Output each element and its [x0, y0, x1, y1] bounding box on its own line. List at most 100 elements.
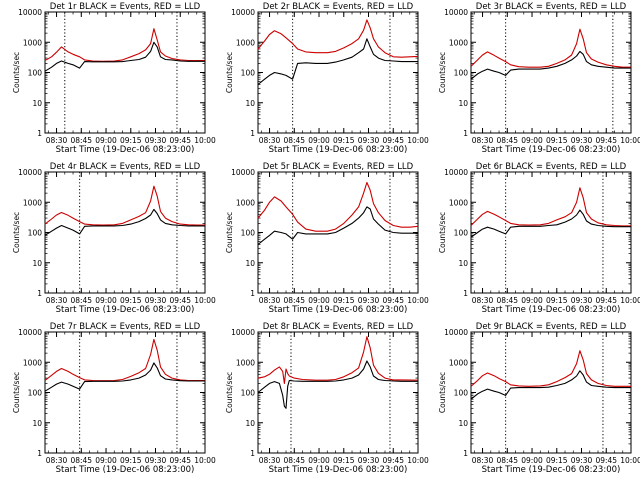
x-tick-label: 10:00 [407, 296, 429, 305]
x-axis-label: Start Time (19-Dec-06 08:23:00) [269, 305, 408, 315]
y-axis-label: Counts/sec [12, 212, 21, 253]
y-tick-label: 10000 [231, 328, 255, 337]
y-tick-label: 1 [463, 449, 468, 458]
x-tick-label: 09:00 [95, 296, 117, 305]
x-tick-label: 10:00 [407, 136, 429, 145]
x-tick-label: 10:00 [620, 136, 640, 145]
x-tick-label: 09:00 [521, 296, 543, 305]
x-axis-label: Start Time (19-Dec-06 08:23:00) [269, 145, 408, 155]
y-tick-label: 10000 [18, 8, 42, 17]
x-tick-label: 08:30 [259, 296, 281, 305]
y-tick-label: 1000 [449, 38, 468, 47]
panel-det-4: Det 4r BLACK = Events, RED = LLD 1 10 100 10… [12, 162, 216, 315]
y-tick-label: 10 [32, 99, 42, 108]
x-tick-label: 10:00 [194, 456, 216, 465]
x-tick-label: 09:30 [145, 456, 167, 465]
y-axis-label: Counts/sec [12, 52, 21, 93]
y-tick-label: 1 [463, 289, 468, 298]
x-axis-label: Start Time (19-Dec-06 08:23:00) [56, 145, 195, 155]
x-tick-label: 08:45 [496, 456, 518, 465]
series-events-line [470, 370, 631, 400]
x-tick-label: 09:15 [546, 456, 568, 465]
x-tick-label: 09:00 [521, 136, 543, 145]
series-events-line [257, 38, 418, 85]
panel-title: Det 4r BLACK = Events, RED = LLD [50, 162, 201, 172]
panel-title: Det 6r BLACK = Events, RED = LLD [476, 162, 627, 172]
y-tick-label: 100 [241, 229, 256, 238]
y-tick-label: 10 [458, 419, 468, 428]
x-tick-label: 10:00 [620, 296, 640, 305]
x-axis-label: Start Time (19-Dec-06 08:23:00) [56, 465, 195, 475]
x-tick-label: 08:30 [46, 136, 68, 145]
x-axis-label: Start Time (19-Dec-06 08:23:00) [56, 305, 195, 315]
x-tick-label: 09:30 [571, 136, 593, 145]
x-tick-label: 09:45 [169, 456, 191, 465]
series-lld-line [470, 28, 631, 68]
x-tick-label: 09:15 [120, 296, 142, 305]
y-tick-label: 100 [28, 229, 43, 238]
y-tick-label: 10000 [18, 328, 42, 337]
series-events-line [470, 209, 631, 238]
panel-det-3: Det 3r BLACK = Events, RED = LLD 1 10 100 10… [438, 2, 640, 155]
y-tick-label: 1000 [449, 198, 468, 207]
x-tick-label: 10:00 [407, 456, 429, 465]
x-tick-label: 08:30 [259, 456, 281, 465]
x-axis-label: Start Time (19-Dec-06 08:23:00) [482, 305, 621, 315]
y-tick-label: 10000 [444, 168, 468, 177]
plot-frame [44, 331, 206, 454]
x-tick-label: 09:45 [382, 296, 404, 305]
y-tick-label: 1 [250, 289, 255, 298]
x-tick-label: 09:30 [358, 136, 380, 145]
x-tick-label: 08:45 [283, 296, 305, 305]
panel-title: Det 9r BLACK = Events, RED = LLD [476, 322, 627, 332]
y-tick-label: 100 [454, 229, 469, 238]
panel-title: Det 5r BLACK = Events, RED = LLD [263, 162, 414, 172]
x-tick-label: 09:15 [333, 296, 355, 305]
x-tick-label: 09:15 [546, 296, 568, 305]
panel-det-8: Det 8r BLACK = Events, RED = LLD 1 10 100 10… [225, 322, 429, 475]
y-tick-label: 1 [37, 449, 42, 458]
panel-title: Det 2r BLACK = Events, RED = LLD [263, 2, 414, 12]
y-tick-label: 1000 [236, 358, 255, 367]
series-lld-line [257, 19, 419, 58]
x-tick-label: 09:30 [571, 296, 593, 305]
panel-title: Det 3r BLACK = Events, RED = LLD [476, 2, 627, 12]
panel-det-1: Det 1r BLACK = Events, RED = LLD 1 10 100 10… [12, 2, 216, 155]
y-axis-label: Counts/sec [438, 212, 447, 253]
x-tick-label: 08:30 [46, 456, 68, 465]
y-tick-label: 10 [32, 419, 42, 428]
x-tick-label: 08:45 [70, 456, 92, 465]
y-tick-label: 10 [245, 419, 255, 428]
x-tick-label: 09:00 [95, 456, 117, 465]
x-tick-label: 09:15 [333, 456, 355, 465]
x-tick-label: 09:15 [546, 136, 568, 145]
plot-frame [257, 11, 419, 134]
series-events-line [257, 206, 418, 245]
series-events-line [470, 50, 631, 80]
y-tick-label: 10 [458, 99, 468, 108]
x-tick-label: 08:30 [472, 136, 494, 145]
x-tick-label: 09:00 [308, 296, 330, 305]
x-tick-label: 08:45 [283, 456, 305, 465]
x-tick-label: 09:30 [145, 136, 167, 145]
y-tick-label: 1000 [23, 358, 42, 367]
x-tick-label: 09:15 [333, 136, 355, 145]
panel-det-5: Det 5r BLACK = Events, RED = LLD 1 10 100 10… [225, 162, 429, 315]
y-tick-label: 10000 [444, 8, 468, 17]
y-tick-label: 1 [250, 449, 255, 458]
series-events-line [257, 360, 418, 409]
x-tick-label: 09:45 [382, 136, 404, 145]
y-axis-label: Counts/sec [225, 212, 234, 253]
x-axis-label: Start Time (19-Dec-06 08:23:00) [482, 465, 621, 475]
x-tick-label: 08:45 [70, 136, 92, 145]
x-tick-label: 09:30 [571, 456, 593, 465]
x-tick-label: 10:00 [194, 136, 216, 145]
series-lld-line [44, 185, 205, 226]
x-tick-label: 10:00 [194, 296, 216, 305]
panel-det-7: Det 7r BLACK = Events, RED = LLD 1 10 100 10… [12, 322, 216, 475]
series-lld-line [257, 336, 419, 384]
y-tick-label: 100 [241, 69, 256, 78]
series-events-line [44, 362, 205, 392]
series-lld-line [470, 187, 631, 227]
y-tick-label: 10 [245, 259, 255, 268]
